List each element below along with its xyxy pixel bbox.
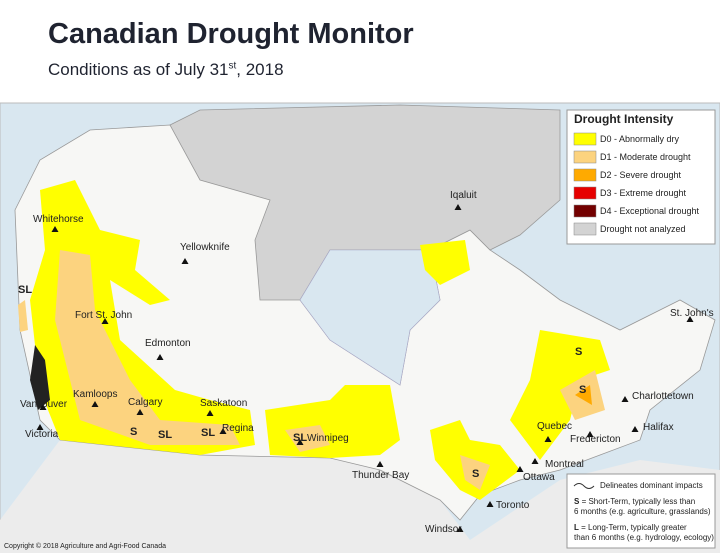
note-text: = Short-Term, typically less than — [579, 497, 695, 506]
city-label: Yellowknife — [180, 242, 230, 253]
note-text: = Long-Term, typically greater — [579, 523, 687, 532]
city-label: Windsor — [425, 524, 462, 535]
city-marker — [544, 436, 552, 442]
impact-label: SL — [201, 427, 215, 439]
impact-label: S — [579, 384, 586, 396]
city-marker — [621, 396, 629, 402]
city-label: Winnipeg — [307, 433, 349, 444]
city-marker — [101, 318, 109, 324]
city-label: Kamloops — [73, 389, 117, 400]
note-key: L — [574, 523, 579, 532]
note-long: L = Long-Term, typically greater than 6 m… — [574, 523, 714, 542]
legend-swatch — [573, 150, 597, 164]
subtitle: Conditions as of July 31st, 2018 — [48, 60, 284, 80]
city-label: Vancouver — [20, 399, 68, 410]
impact-line-symbol — [573, 483, 595, 489]
legend-swatch — [573, 204, 597, 218]
city-label: Fort St. John — [75, 310, 132, 321]
city-label: Saskatoon — [200, 398, 247, 409]
title: Canadian Drought Monitor — [48, 18, 414, 50]
legend-swatch — [573, 132, 597, 146]
legend: Drought Intensity D0 - Abnormally dry D1 … — [566, 109, 716, 245]
impact-label: S — [472, 468, 479, 480]
city-marker — [376, 461, 384, 467]
impact-label: S — [130, 426, 137, 438]
city-marker — [486, 501, 494, 507]
city-label: St. John's — [670, 308, 714, 319]
subtitle-text: Conditions as of July 31 — [48, 60, 229, 79]
city-label: Calgary — [128, 397, 162, 408]
city-label: Montreal — [545, 459, 584, 470]
city-label: Iqaluit — [450, 190, 477, 201]
drought-areas — [18, 180, 610, 500]
legend-swatch — [573, 168, 597, 182]
city-label: Regina — [222, 423, 254, 434]
city-marker — [181, 258, 189, 264]
notes: Delineates dominant impacts S = Short-Te… — [566, 473, 716, 549]
city-label: Thunder Bay — [352, 470, 409, 481]
city-marker — [516, 466, 524, 472]
city-marker — [36, 424, 44, 430]
city-marker — [136, 409, 144, 415]
city-marker — [631, 426, 639, 432]
legend-label: Drought not analyzed — [600, 224, 686, 234]
legend-label: D2 - Severe drought — [600, 170, 682, 180]
note-short: S = Short-Term, typically less than 6 mon… — [574, 497, 711, 516]
subtitle-sup: st — [228, 60, 237, 72]
notes-box — [566, 473, 716, 549]
city-label: Whitehorse — [33, 214, 84, 225]
impact-label: S — [575, 346, 582, 358]
city-marker — [454, 204, 462, 210]
legend-swatch — [573, 186, 597, 200]
legend-label: D1 - Moderate drought — [600, 152, 691, 162]
city-marker — [296, 439, 304, 445]
note-line: Delineates dominant impacts — [600, 481, 703, 490]
usa — [0, 440, 720, 553]
city-label: Fredericton — [570, 434, 621, 445]
city-marker — [219, 428, 227, 434]
note-key: S — [574, 497, 580, 506]
city-marker — [39, 404, 47, 410]
not-analyzed-area — [169, 104, 561, 301]
city-marker — [156, 354, 164, 360]
city-label: Charlottetown — [632, 391, 694, 402]
impact-label: SL — [18, 284, 32, 296]
city-label: Ottawa — [523, 472, 555, 483]
city-label: Quebec — [537, 421, 572, 432]
impact-label: SL — [158, 429, 172, 441]
city-marker — [51, 226, 59, 232]
legend-swatch — [573, 222, 597, 236]
city-label: Edmonton — [145, 338, 191, 349]
note-text-wrap: than 6 months (e.g. hydrology, ecology) — [574, 533, 714, 542]
note-text-wrap: 6 months (e.g. agriculture, grasslands) — [574, 507, 711, 516]
city-label: Halifax — [643, 422, 674, 433]
city-marker — [586, 431, 594, 437]
city-marker — [91, 401, 99, 407]
city-marker — [206, 410, 214, 416]
legend-label: D0 - Abnormally dry — [600, 134, 680, 144]
city-marker — [686, 316, 694, 322]
impact-label: SL — [293, 432, 307, 444]
legend-title: Drought Intensity — [574, 112, 674, 126]
copyright: Copyright © 2018 Agriculture and Agri-Fo… — [4, 542, 166, 550]
city-marker — [531, 458, 539, 464]
city-label: Toronto — [496, 500, 530, 511]
subtitle-text: , 2018 — [236, 60, 284, 79]
legend-label: D3 - Extreme drought — [600, 188, 687, 198]
legend-label: D4 - Exceptional drought — [600, 206, 700, 216]
city-marker — [456, 526, 464, 532]
city-label: Victoria — [25, 429, 59, 440]
